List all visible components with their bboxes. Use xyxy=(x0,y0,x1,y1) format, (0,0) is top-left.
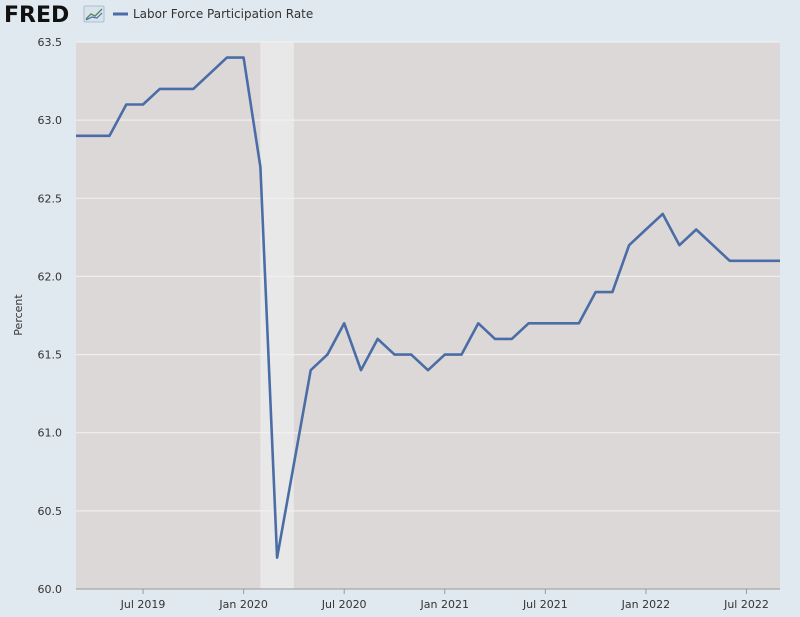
x-tick-label: Jan 2022 xyxy=(621,598,670,611)
x-tick-label: Jan 2021 xyxy=(420,598,469,611)
gridlines xyxy=(76,41,780,512)
y-axis-ticks: 60.0 60.5 61.0 61.5 62.0 62.5 63.0 63.5 xyxy=(38,36,63,596)
y-tick-label: 63.0 xyxy=(38,114,63,127)
legend-entry-label: Labor Force Participation Rate xyxy=(133,7,313,21)
x-tick-label: Jul 2020 xyxy=(321,598,367,611)
plot-background xyxy=(76,42,780,589)
y-tick-label: 60.5 xyxy=(38,505,63,518)
y-tick-label: 61.0 xyxy=(38,427,63,440)
y-tick-label: 60.0 xyxy=(38,583,63,596)
y-tick-label: 62.0 xyxy=(38,270,63,283)
series-line-labor-force-participation-rate xyxy=(76,56,780,559)
x-tick-label: Jul 2019 xyxy=(120,598,166,611)
fred-graph-icon xyxy=(83,5,105,23)
y-axis-title: Percent xyxy=(12,294,25,336)
y-tick-label: 62.5 xyxy=(38,192,63,205)
y-tick-label: 61.5 xyxy=(38,349,63,362)
x-tick-label: Jan 2020 xyxy=(218,598,267,611)
legend: Labor Force Participation Rate xyxy=(113,7,313,21)
x-tick-label: Jul 2022 xyxy=(723,598,769,611)
recession-shading xyxy=(260,42,294,589)
x-tick-label: Jul 2021 xyxy=(522,598,568,611)
fred-logo[interactable]: FRED xyxy=(4,3,105,28)
y-tick-label: 63.5 xyxy=(38,36,63,49)
x-axis-ticks: Jul 2019 Jan 2020 Jul 2020 Jan 2021 Jul 2021… xyxy=(120,589,769,611)
fred-logo-text: FRED xyxy=(4,3,69,28)
